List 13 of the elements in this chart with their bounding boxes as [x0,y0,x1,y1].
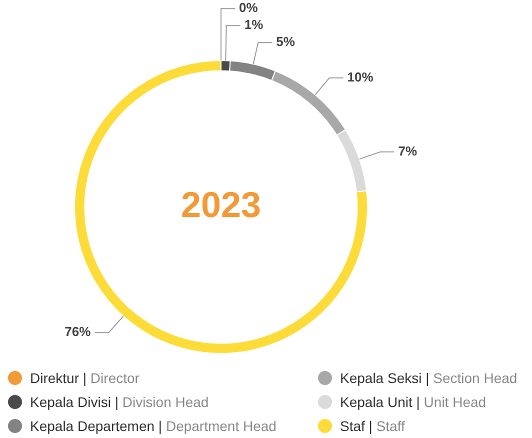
legend-label: Kepala Divisi | Division Head [30,394,209,410]
text: 2023 [180,184,262,225]
data-label: 1% [244,17,264,32]
legend-label: Staf | Staff [340,418,405,434]
legend-label: Kepala Unit | Unit Head [340,394,486,410]
data-label: 7% [398,143,418,158]
text: 0% [239,0,258,16]
legend-label: Kepala Departemen | Department Head [30,418,276,434]
data-label: 5% [276,34,296,50]
legend-label: Kepala Seksi | Section Head [340,370,518,386]
legend-label: Direktur | Director [30,370,140,386]
data-label: 10% [347,70,374,84]
data-label: 76% [64,324,92,340]
